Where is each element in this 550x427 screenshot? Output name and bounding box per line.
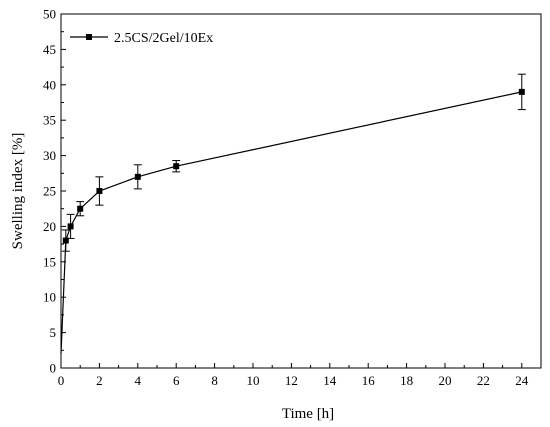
x-tick-label: 8 xyxy=(211,373,218,388)
x-tick-label: 10 xyxy=(247,373,260,388)
y-tick-label: 25 xyxy=(43,184,56,199)
x-tick-label: 12 xyxy=(285,373,298,388)
plot-area xyxy=(60,73,526,354)
y-tick-label: 5 xyxy=(50,325,57,340)
x-tick-label: 0 xyxy=(58,373,65,388)
plot-frame xyxy=(60,13,542,369)
series-line xyxy=(60,91,522,354)
y-tick-label: 15 xyxy=(43,254,56,269)
legend-label: 2.5CS/2Gel/10Ex xyxy=(114,31,213,46)
x-tick-label: 24 xyxy=(515,373,529,388)
data-point xyxy=(67,223,74,230)
y-tick-label: 50 xyxy=(43,7,56,22)
axes: 0 2 4 6 8 10 12 14 16 18 20 22 240510152025303540455… xyxy=(43,7,542,388)
y-tick-label: 30 xyxy=(43,148,56,163)
x-tick-label: 16 xyxy=(362,373,376,388)
data-point xyxy=(173,163,180,170)
data-point xyxy=(77,205,84,212)
data-point xyxy=(518,88,525,95)
y-tick-label: 40 xyxy=(43,77,56,92)
y-tick-label: 35 xyxy=(43,113,56,128)
y-tick-label: 0 xyxy=(50,361,57,376)
x-tick-label: 22 xyxy=(477,373,490,388)
x-tick-label: 20 xyxy=(439,373,452,388)
data-point xyxy=(96,188,103,194)
x-tick-label: 2 xyxy=(96,373,103,388)
data-point xyxy=(134,173,141,180)
y-tick-label: 10 xyxy=(43,290,56,305)
data-point xyxy=(62,237,69,244)
legend-marker xyxy=(86,34,92,40)
x-tick-label: 18 xyxy=(400,373,413,388)
x-tick-label: 14 xyxy=(323,373,337,388)
x-axis-title: Time [h] xyxy=(282,406,334,422)
x-tick-label: 6 xyxy=(173,373,180,388)
y-tick-label: 45 xyxy=(43,42,56,57)
legend: 2.5CS/2Gel/10Ex xyxy=(70,31,213,46)
y-tick-label: 20 xyxy=(43,219,56,234)
y-axis-title: Swelling index [%] xyxy=(10,133,26,250)
x-tick-label: 4 xyxy=(135,373,142,388)
